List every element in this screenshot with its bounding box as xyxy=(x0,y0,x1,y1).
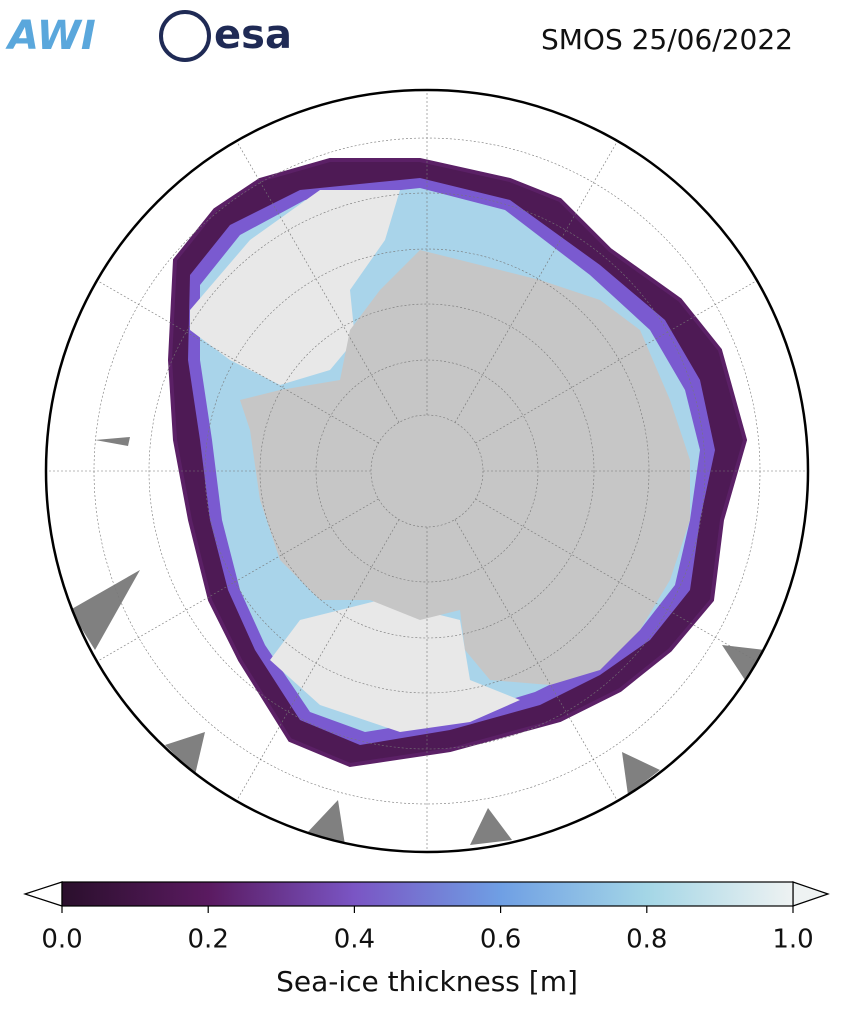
meridian xyxy=(475,498,774,672)
meridian xyxy=(454,124,628,423)
land xyxy=(95,437,130,446)
colorbar-tick-label: 1.0 xyxy=(772,925,813,955)
land xyxy=(165,732,205,775)
weddell-ice xyxy=(190,190,400,385)
land xyxy=(622,752,660,795)
graticule xyxy=(46,90,808,852)
colorbar-gradient xyxy=(61,881,794,907)
esa-logo: esa xyxy=(214,12,292,58)
land xyxy=(305,800,345,845)
meridian xyxy=(80,270,379,444)
colorbar: Sea-ice thickness [m] 0.0 0.2 0.4 0.6 0.8 1.0 xyxy=(23,881,830,998)
ross-ice xyxy=(270,600,520,732)
colorbar-extend-max xyxy=(792,881,830,907)
meridian xyxy=(475,270,774,444)
meridian xyxy=(226,519,400,818)
meridian xyxy=(226,124,400,423)
colorbar-label: Sea-ice thickness [m] xyxy=(276,965,578,998)
latitude-circle xyxy=(259,303,595,639)
colorbar-extend-min xyxy=(23,881,63,907)
colorbar-tick-label: 0.2 xyxy=(188,925,229,955)
colorbar-tick-label: 0.4 xyxy=(334,925,375,955)
map xyxy=(46,90,808,852)
land xyxy=(722,645,765,680)
logos: AWI esa xyxy=(5,10,292,62)
colorbar-tick-label: 0.0 xyxy=(41,925,82,955)
land xyxy=(70,570,140,650)
colorbar-tick-label: 0.8 xyxy=(626,925,667,955)
awi-logo: AWI xyxy=(5,13,96,59)
map-frame xyxy=(44,88,810,854)
antarctica xyxy=(240,250,690,685)
land-masses xyxy=(70,437,765,845)
colorbar-tick-label: 0.6 xyxy=(480,925,521,955)
land xyxy=(470,808,512,845)
meridian xyxy=(80,498,379,672)
meridian xyxy=(454,519,628,818)
esa-emblem xyxy=(159,10,211,62)
title: SMOS 25/06/2022 xyxy=(541,23,793,56)
latitude-circle xyxy=(315,359,539,583)
